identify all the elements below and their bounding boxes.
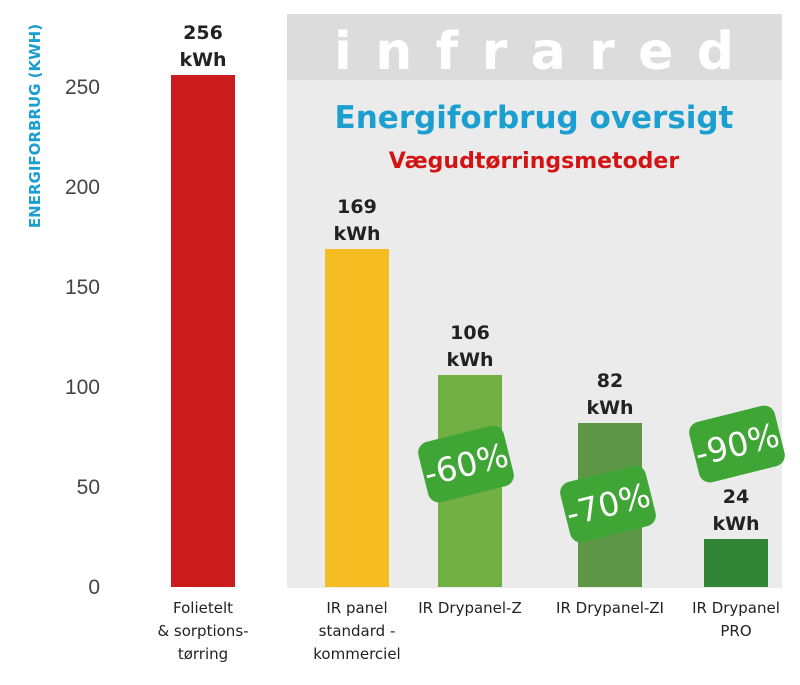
chart-title: Energiforbrug oversigt [335,100,734,136]
value-label: 24 [723,486,749,508]
y-tick-label: 250 [65,76,100,99]
category-label: IR Drypanel-ZI [556,599,664,617]
reduction-badge: -90% [689,405,785,483]
value-label: kWh [586,397,633,419]
category-label: IR Drypanel-Z [418,599,522,617]
category-label: Folietelt [173,599,233,617]
category-label: IR Drypanel [692,599,780,617]
y-axis-label: ENERGIFORBRUG (KWH) [26,24,44,228]
badge-shape [560,465,656,543]
value-label: kWh [712,513,759,535]
category-label: IR panel [326,599,387,617]
category-label: tørring [178,645,228,663]
reduction-badge: -70% [560,465,656,543]
bar [704,539,768,587]
category-label: standard - [319,622,396,640]
category-label: kommerciel [313,645,400,663]
value-labels: 256 kWh 169 kWh 106 kWh 82 kWh 24 kWh [179,22,759,535]
badge-shape [689,405,785,483]
reduction-badge: -60% [418,425,514,503]
chart-subtitle: Vægudtørringsmetoder [389,149,680,174]
bar [325,249,389,587]
y-tick-label: 0 [88,576,100,599]
y-axis-ticks: 0 50 100 150 200 250 [65,76,100,599]
y-tick-label: 200 [65,176,100,199]
value-label: 256 [183,22,223,44]
category-label: & sorptions- [157,622,248,640]
value-label: kWh [179,49,226,71]
value-label: kWh [446,349,493,371]
bar [171,75,235,587]
y-tick-label: 50 [77,476,100,499]
infrared-watermark: infrared [334,22,734,82]
category-label: PRO [720,622,751,640]
badge-shape [418,425,514,503]
reduction-badges: -60% -70% -90% [418,405,785,543]
y-tick-label: 150 [65,276,100,299]
value-label: 82 [597,370,623,392]
value-label: kWh [333,223,380,245]
value-label: 106 [450,322,490,344]
infrared-banner [287,14,782,80]
y-tick-label: 100 [65,376,100,399]
category-labels: Folietelt & sorptions-tørring IR panel stan… [157,599,779,663]
value-label: 169 [337,196,377,218]
